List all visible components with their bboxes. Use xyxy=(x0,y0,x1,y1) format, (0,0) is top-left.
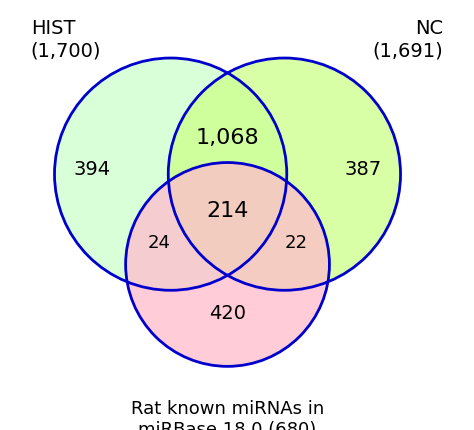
Text: Rat known miRNAs in
miRBase 18.0 (680): Rat known miRNAs in miRBase 18.0 (680) xyxy=(131,400,324,430)
Text: 214: 214 xyxy=(206,201,249,221)
Text: HIST
(1,700): HIST (1,700) xyxy=(31,19,101,60)
Text: NC
(1,691): NC (1,691) xyxy=(373,19,443,60)
Text: 394: 394 xyxy=(74,160,111,179)
Ellipse shape xyxy=(55,58,287,290)
Ellipse shape xyxy=(168,58,401,290)
Ellipse shape xyxy=(126,163,329,366)
Text: 22: 22 xyxy=(285,234,308,252)
Text: 24: 24 xyxy=(147,234,170,252)
Text: 420: 420 xyxy=(209,304,246,323)
Text: 1,068: 1,068 xyxy=(196,128,259,147)
Text: 387: 387 xyxy=(344,160,381,179)
